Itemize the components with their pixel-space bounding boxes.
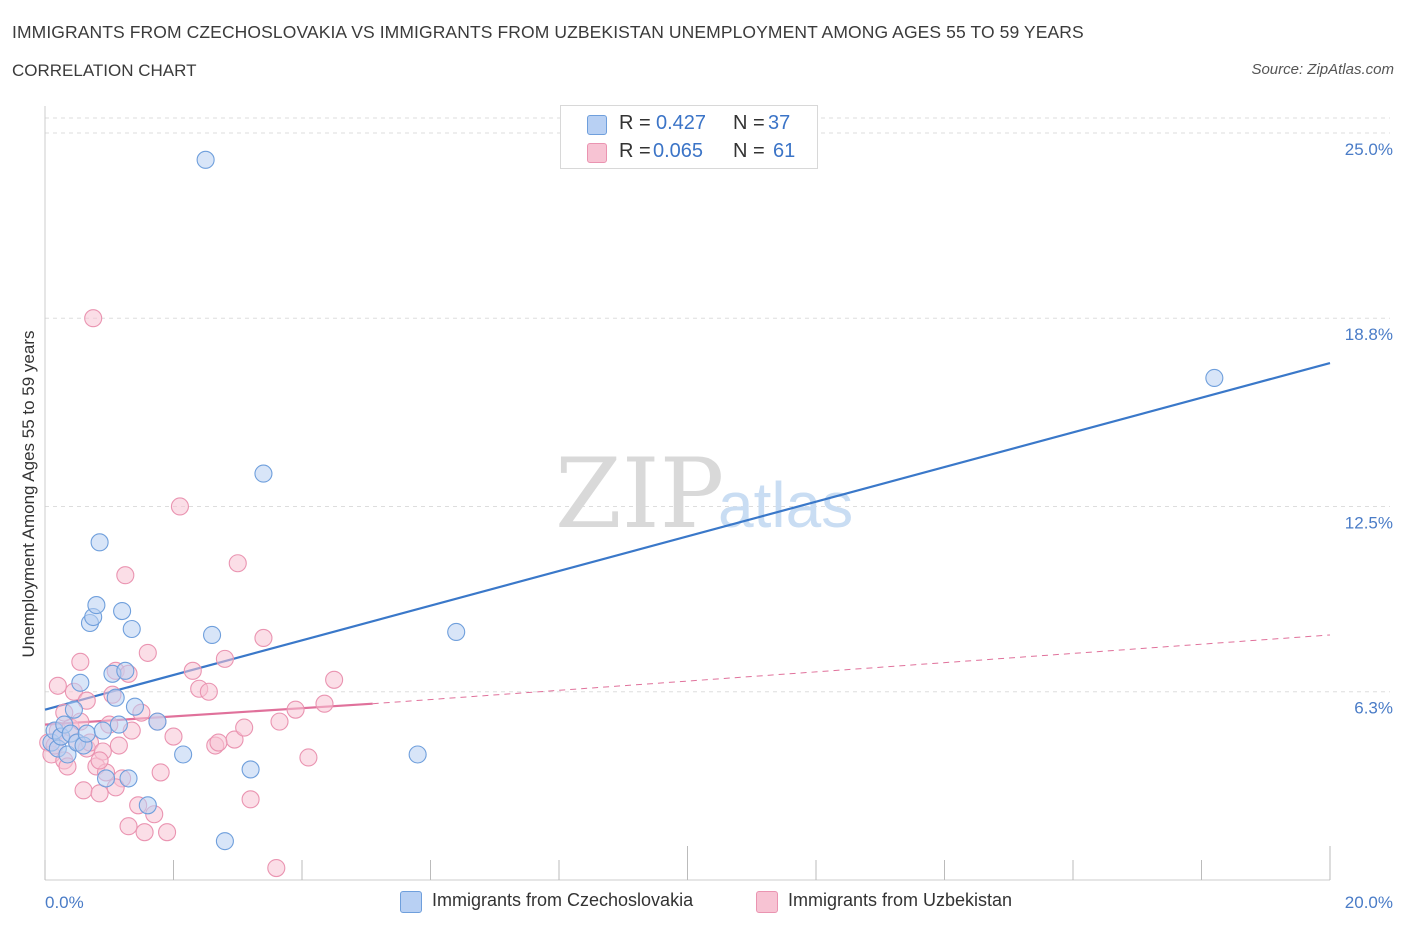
points-layer [39,150,1224,878]
bottom-legend-swatch-czechoslovakia [400,891,422,913]
correlation-legend: R = 0.427 N = 37 R = 0.065 N = 61 [560,105,818,169]
bottom-legend-label-czechoslovakia: Immigrants from Czechoslovakia [432,890,694,910]
point-uzbekistan [183,661,202,680]
point-czechoslovakia [87,596,106,615]
grid-layer [45,117,1390,693]
point-czechoslovakia [203,625,222,645]
point-czechoslovakia [125,697,144,716]
point-uzbekistan [215,649,234,668]
point-czechoslovakia [196,150,215,169]
legend-n-label: N = [733,140,765,162]
source-label: Source: ZipAtlas.com [1251,61,1394,78]
point-uzbekistan [84,309,103,328]
point-czechoslovakia [119,769,138,788]
legend-r-label: R = [619,112,651,134]
point-uzbekistan [164,727,183,746]
point-uzbekistan [77,691,96,710]
trend-line-czechoslovakia [44,361,1331,711]
point-czechoslovakia [116,661,135,680]
point-uzbekistan [241,790,260,809]
point-czechoslovakia [58,745,77,764]
point-czechoslovakia [109,715,128,734]
point-czechoslovakia [408,745,427,764]
point-uzbekistan [199,682,218,701]
point-czechoslovakia [447,622,466,642]
y-tick-label: 18.8% [1345,325,1393,344]
point-czechoslovakia [64,700,83,719]
point-uzbekistan [286,700,305,719]
point-czechoslovakia [148,712,167,731]
y-tick-label: 25.0% [1345,140,1393,159]
point-uzbekistan [254,628,273,648]
point-uzbekistan [170,497,189,516]
x-tick-label: 0.0% [45,893,84,912]
point-uzbekistan [325,670,344,689]
bottom-legend-label-uzbekistan: Immigrants from Uzbekistan [788,890,1013,910]
watermark: ZIP atlas [555,438,853,550]
point-czechoslovakia [77,724,96,743]
legend-r-label: R = [619,140,651,162]
point-czechoslovakia [96,769,116,788]
legend-swatch-czechoslovakia [587,115,607,135]
point-czechoslovakia [90,533,109,552]
legend-n-value-czechoslovakia: 37 [768,112,791,134]
point-uzbekistan [138,643,157,662]
trend-line-uzbekistan-extension [372,634,1331,705]
point-uzbekistan [48,676,67,695]
point-uzbekistan [90,751,109,770]
point-czechoslovakia [254,464,273,483]
point-uzbekistan [228,554,247,573]
watermark-zip: ZIP [555,438,724,550]
point-uzbekistan [299,748,318,767]
point-uzbekistan [151,763,170,782]
chart-title: IMMIGRANTS FROM CZECHOSLOVAKIA VS IMMIGR… [12,22,1084,42]
legend-row-uzbekistan: R = 0.065 N = 61 [561,139,817,165]
labels-layer: 6.3% 12.5% 18.8% 25.0% 0.0% 20.0% Unemployment… [19,140,1393,912]
bottom-legend-swatch-uzbekistan [756,891,778,913]
y-tick-label: 12.5% [1345,513,1393,532]
point-czechoslovakia [138,796,157,815]
point-czechoslovakia [113,602,132,621]
point-uzbekistan [109,736,128,755]
point-czechoslovakia [241,760,260,779]
point-czechoslovakia [71,673,90,692]
point-uzbekistan [235,718,254,737]
bottom-legend-czechoslovakia: Immigrants from Czechoslovakia [400,889,740,915]
legend-n-value-uzbekistan: 61 [773,140,796,162]
bottom-legend-uzbekistan: Immigrants from Uzbekistan [756,889,1056,915]
chart-subtitle: CORRELATION CHART [12,61,197,80]
point-uzbekistan [315,694,334,713]
point-czechoslovakia [1205,368,1224,388]
legend-r-value-uzbekistan: 0.065 [653,140,704,162]
legend-row-czechoslovakia: R = 0.427 N = 37 [561,111,817,137]
point-uzbekistan [135,823,154,842]
point-czechoslovakia [93,721,112,740]
point-czechoslovakia [174,745,193,764]
x-tick-label: 20.0% [1345,893,1393,912]
point-uzbekistan [267,858,286,878]
point-uzbekistan [74,781,93,800]
point-uzbekistan [71,652,90,671]
point-uzbekistan [270,712,289,731]
point-uzbekistan [119,817,138,836]
point-uzbekistan [90,784,109,803]
point-czechoslovakia [106,688,125,707]
y-axis-label: Unemployment Among Ages 55 to 59 years [19,331,38,658]
legend-swatch-uzbekistan [587,143,607,163]
legend-r-value-czechoslovakia: 0.427 [656,112,707,134]
point-czechoslovakia [215,832,234,851]
legend-n-label: N = [733,112,765,134]
watermark-atlas: atlas [718,469,853,541]
point-uzbekistan [158,823,177,842]
y-tick-label: 6.3% [1354,699,1393,718]
point-uzbekistan [209,733,228,752]
point-uzbekistan [116,566,135,585]
point-czechoslovakia [122,619,141,639]
